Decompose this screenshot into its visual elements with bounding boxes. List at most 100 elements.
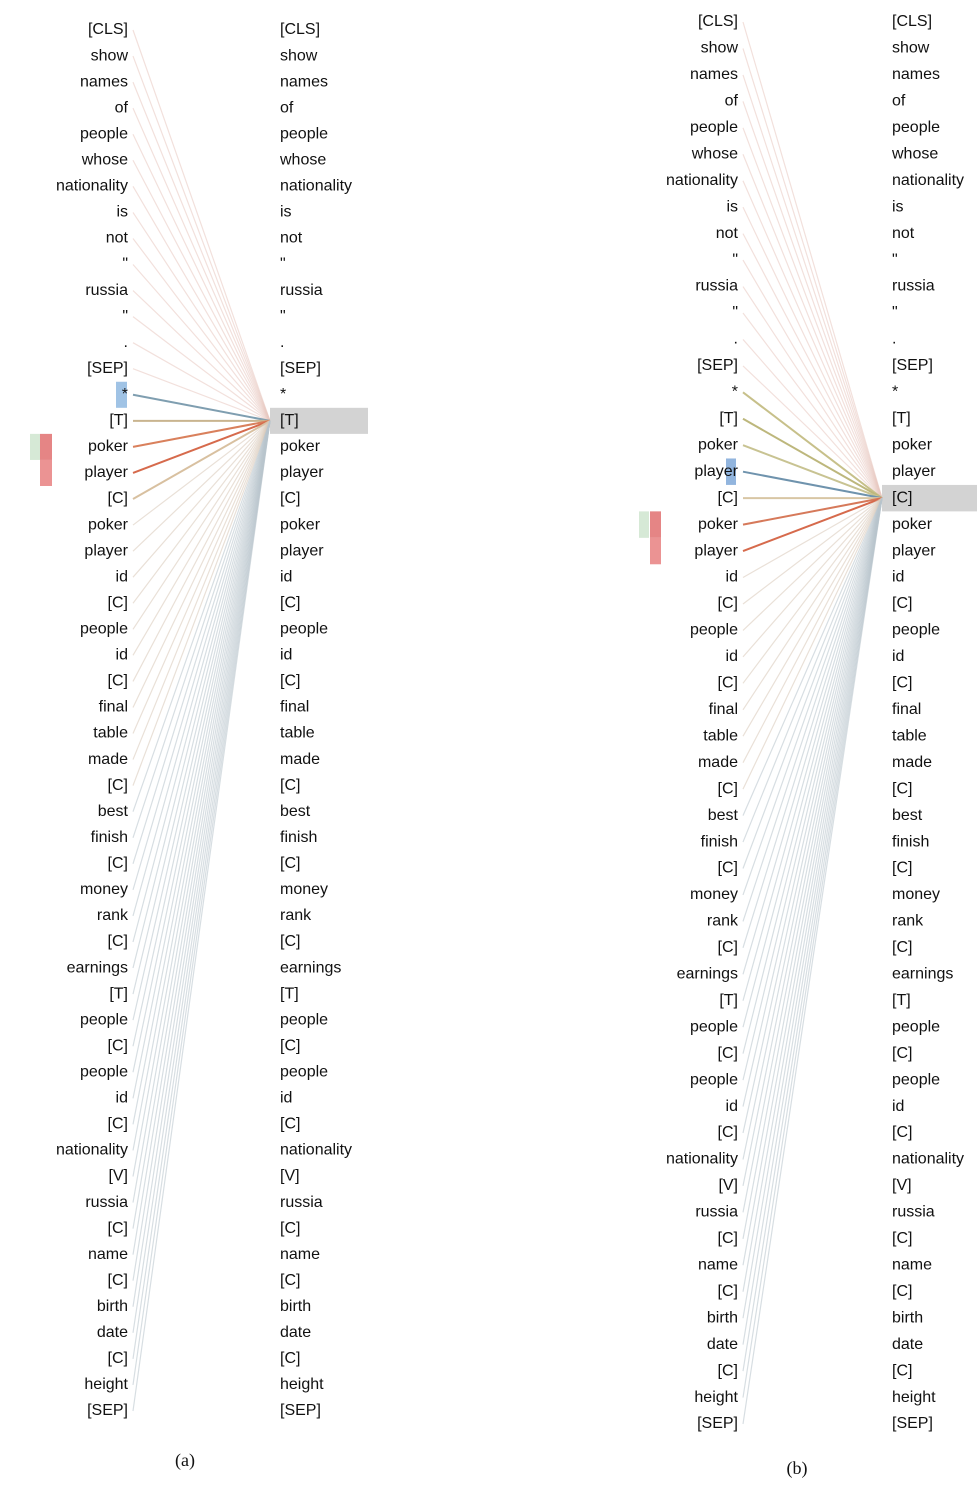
- left-token: player: [694, 463, 738, 480]
- left-token: finish: [701, 833, 738, 850]
- right-token: ": [892, 304, 898, 321]
- left-token: best: [708, 807, 739, 824]
- right-token: earnings: [280, 959, 341, 976]
- attention-line: [132, 420, 271, 1021]
- left-token: whose: [81, 152, 128, 169]
- attention-line: [132, 420, 271, 864]
- left-token: .: [734, 331, 738, 348]
- right-token: [V]: [280, 1168, 300, 1185]
- attention-line: [742, 497, 883, 579]
- attention-line: [742, 497, 883, 658]
- left-token: poker: [88, 438, 129, 455]
- left-token: [C]: [108, 1116, 128, 1133]
- right-token: nationality: [280, 1142, 352, 1159]
- attention-line: [132, 420, 271, 995]
- left-token: earnings: [677, 966, 738, 983]
- attention-line: [742, 497, 883, 605]
- attention-line: [132, 420, 271, 1255]
- attention-cell: [40, 433, 52, 460]
- attention-line: [742, 286, 883, 499]
- left-token: [C]: [108, 490, 128, 507]
- attention-line: [742, 497, 883, 763]
- left-token: people: [690, 119, 738, 136]
- left-token: [T]: [109, 985, 128, 1002]
- attention-line: [132, 290, 271, 422]
- right-token: player: [892, 463, 936, 480]
- left-token: player: [694, 542, 738, 559]
- left-token: *: [122, 386, 128, 403]
- left-token: date: [97, 1324, 128, 1341]
- left-token: whose: [691, 145, 738, 162]
- right-token: ": [892, 251, 898, 268]
- attention-line: [132, 133, 271, 422]
- right-token: id: [280, 1090, 292, 1107]
- left-token: earnings: [67, 959, 128, 976]
- left-token: [SEP]: [87, 360, 128, 377]
- right-token: people: [280, 1063, 328, 1080]
- attention-line: [742, 444, 883, 500]
- right-token: player: [280, 542, 324, 559]
- right-token: [C]: [280, 933, 300, 950]
- right-token: [T]: [280, 412, 299, 429]
- attention-line: [132, 420, 271, 1333]
- attention-cell: [650, 511, 661, 538]
- left-token: id: [726, 1098, 738, 1115]
- attention-line: [132, 420, 271, 1281]
- attention-line: [132, 420, 271, 786]
- left-token: russia: [85, 282, 128, 299]
- left-token: name: [88, 1246, 128, 1263]
- right-token: not: [280, 230, 303, 247]
- right-token: rank: [280, 907, 312, 924]
- left-token: not: [106, 230, 129, 247]
- right-token: [C]: [892, 939, 912, 956]
- right-token: final: [280, 699, 309, 716]
- attention-line: [132, 420, 271, 1229]
- attention-line: [742, 391, 883, 499]
- right-token: poker: [280, 438, 321, 455]
- attention-line: [132, 420, 271, 682]
- right-token: .: [280, 334, 284, 351]
- attention-line: [132, 107, 271, 422]
- right-token: nationality: [280, 178, 352, 195]
- left-token: made: [698, 754, 738, 771]
- attention-line: [132, 264, 271, 422]
- left-token: [C]: [718, 1230, 738, 1247]
- right-token: table: [892, 727, 927, 744]
- attention-cell: [116, 381, 127, 408]
- right-token: nationality: [892, 1151, 964, 1168]
- right-token: nationality: [892, 172, 964, 189]
- right-token: date: [280, 1324, 311, 1341]
- right-token: [SEP]: [280, 1402, 321, 1419]
- attention-line: [132, 420, 271, 1412]
- attention-line: [132, 160, 271, 422]
- left-token: show: [701, 40, 739, 57]
- left-token: people: [80, 125, 128, 142]
- selected-token-highlight: [270, 407, 368, 434]
- right-token: russia: [892, 278, 935, 295]
- attention-line: [132, 420, 271, 838]
- attention-line: [742, 470, 883, 500]
- right-token: [CLS]: [280, 21, 320, 38]
- left-token: [SEP]: [697, 357, 738, 374]
- right-token: [C]: [280, 1116, 300, 1133]
- attention-line: [742, 497, 883, 790]
- left-token: [T]: [719, 410, 738, 427]
- right-token: [C]: [892, 780, 912, 797]
- left-token: people: [690, 622, 738, 639]
- left-token: russia: [85, 1194, 128, 1211]
- right-token: final: [892, 701, 921, 718]
- attention-line: [742, 74, 883, 499]
- left-token: [C]: [108, 594, 128, 611]
- right-token: [C]: [280, 490, 300, 507]
- left-token: [V]: [718, 1177, 738, 1194]
- left-token: finish: [91, 829, 128, 846]
- left-token: names: [80, 73, 128, 90]
- right-token: birth: [892, 1309, 923, 1326]
- attention-line: [132, 420, 271, 604]
- attention-line: [742, 497, 883, 1001]
- attention-line: [742, 497, 883, 526]
- attention-line: [132, 419, 271, 500]
- left-token: id: [726, 648, 738, 665]
- attention-line: [742, 498, 883, 1054]
- left-token: [C]: [718, 1124, 738, 1141]
